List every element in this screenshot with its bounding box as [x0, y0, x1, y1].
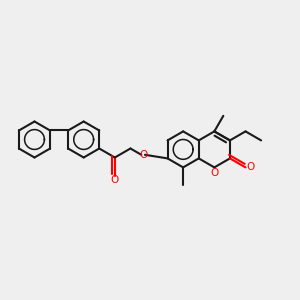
Text: O: O	[111, 175, 119, 185]
Text: O: O	[247, 162, 255, 172]
Text: O: O	[140, 150, 148, 160]
Text: O: O	[210, 168, 218, 178]
